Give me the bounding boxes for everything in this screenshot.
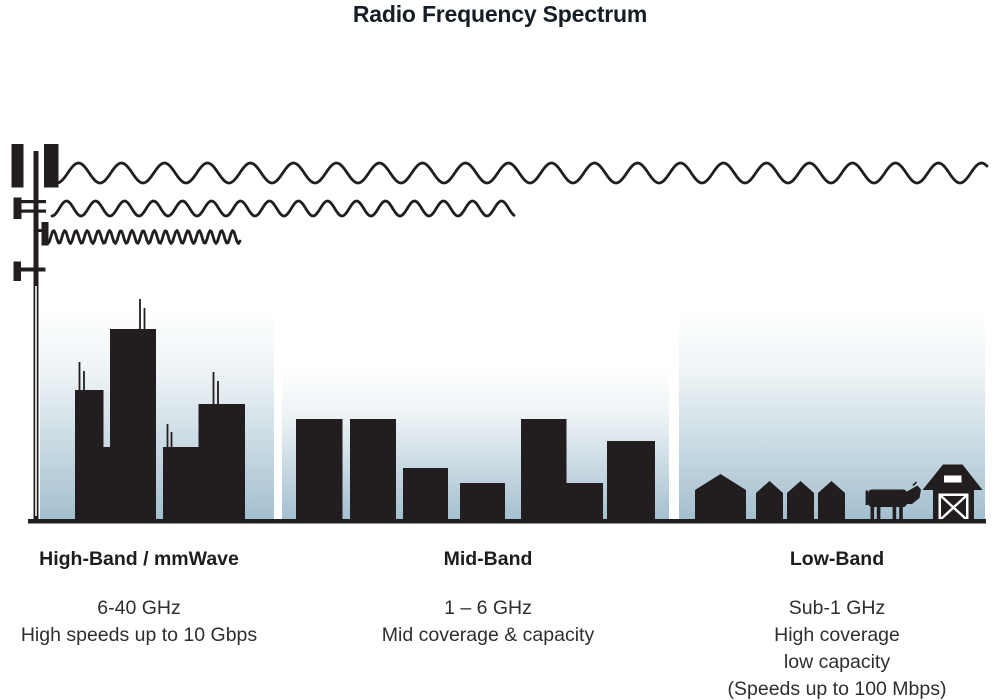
low-band-name: Low-Band (789, 548, 885, 570)
low-band-description-1: High coverage (774, 624, 900, 646)
skyscraper-skyline-icon (75, 299, 245, 521)
short-wavelength-wave-icon (46, 229, 242, 245)
barn-icon (922, 464, 983, 520)
cow-icon (865, 481, 921, 519)
midrise-skyline-icon (296, 419, 655, 521)
high-band-name: High-Band / mmWave (39, 548, 239, 570)
medium-wavelength-wave-icon (50, 199, 516, 218)
low-band-description-3: (Speeds up to 100 Mbps) (727, 678, 947, 700)
long-wavelength-wave-icon (55, 161, 989, 185)
ground-line (28, 519, 986, 524)
mid-band-name: Mid-Band (443, 548, 533, 570)
mid-band-description: Mid coverage & capacity (381, 624, 595, 646)
low-band-description-2: low capacity (783, 651, 891, 673)
houses-icon (695, 474, 845, 521)
high-band-frequency: 6-40 GHz (97, 597, 181, 619)
high-band-label-group: High-Band / mmWave 6-40 GHz High speeds … (9, 548, 269, 649)
mid-band-label-group: Mid-Band 1 – 6 GHz Mid coverage & capaci… (358, 548, 618, 649)
page-title: Radio Frequency Spectrum (352, 1, 648, 27)
cell-tower-icon (11, 144, 59, 521)
mid-band-frequency: 1 – 6 GHz (444, 597, 532, 619)
low-band-label-group: Low-Band Sub-1 GHz High coverage low cap… (697, 548, 977, 700)
low-band-frequency: Sub-1 GHz (788, 597, 886, 619)
high-band-description: High speeds up to 10 Gbps (20, 624, 258, 646)
